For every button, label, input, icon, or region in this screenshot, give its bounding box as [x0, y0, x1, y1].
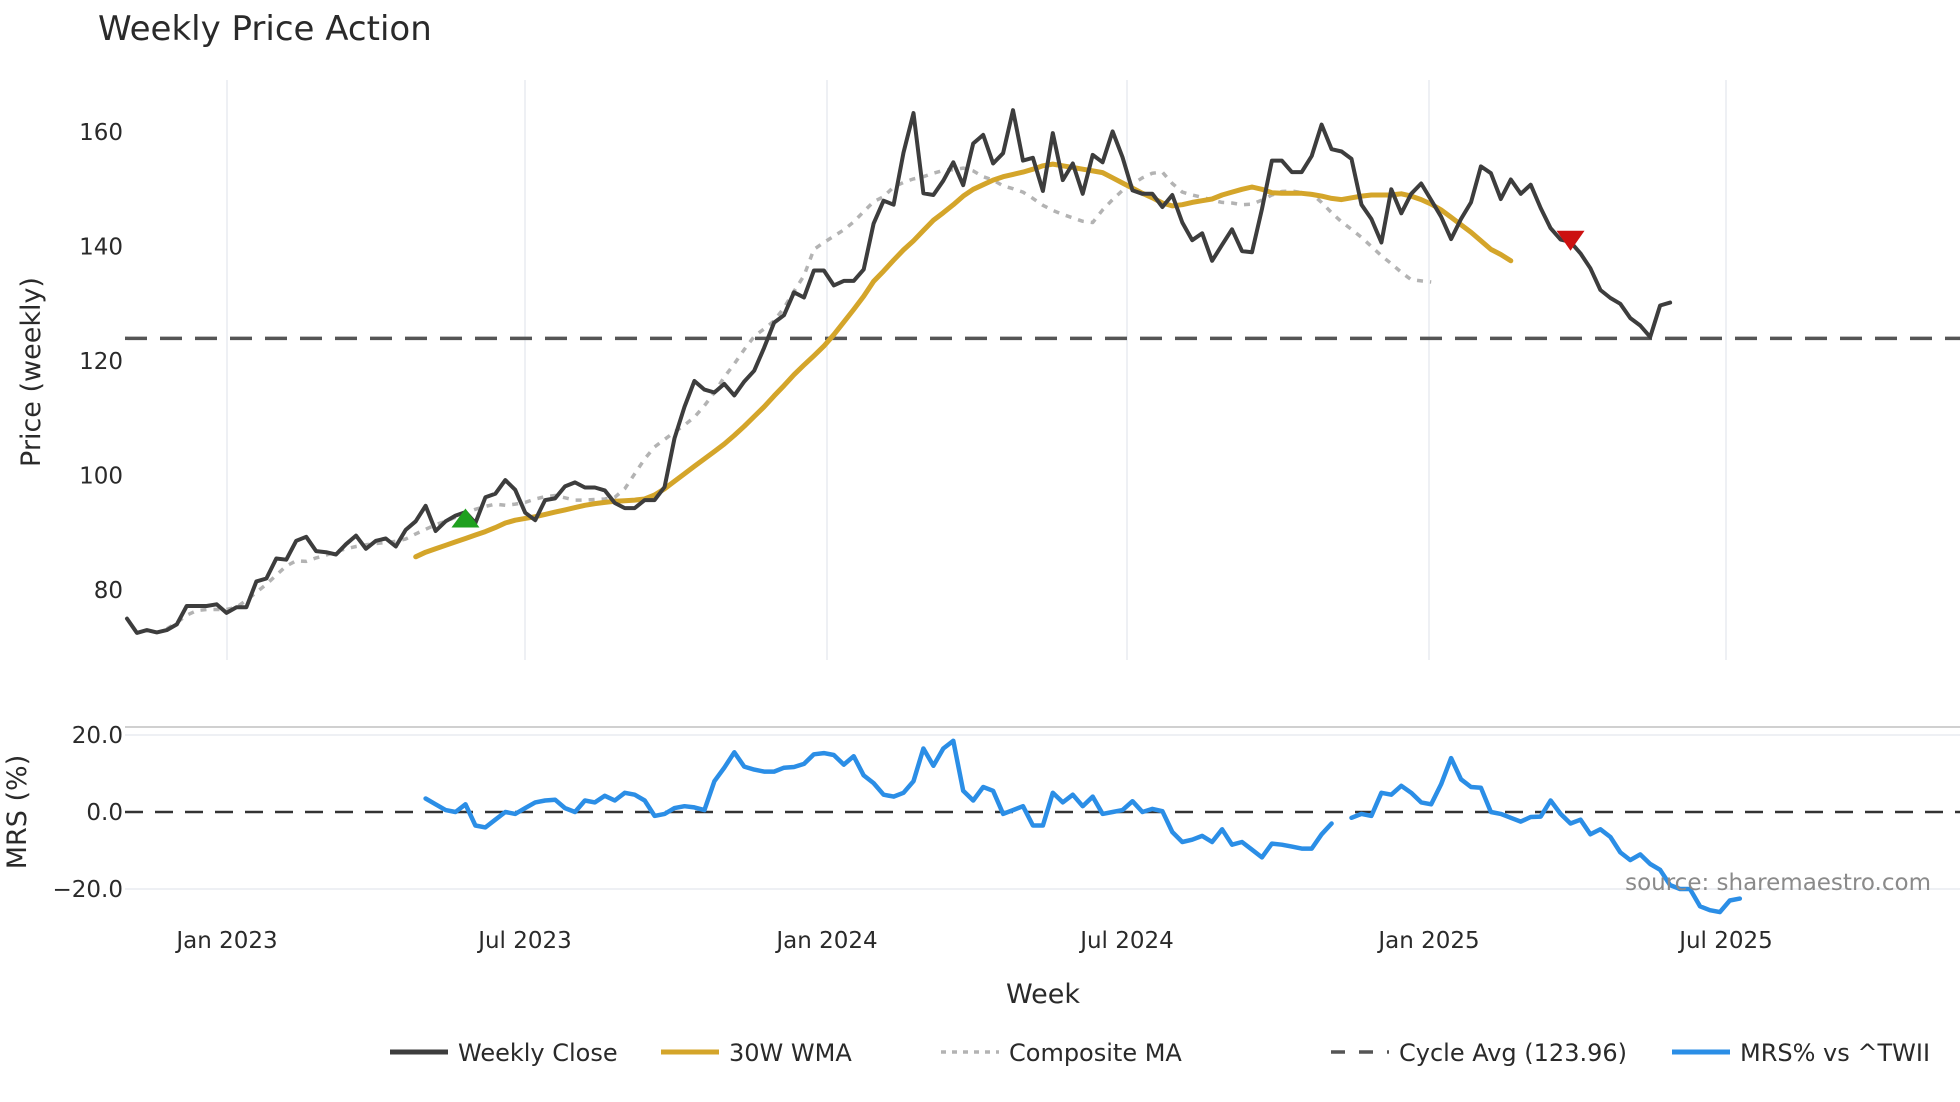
x-tick-label: Jan 2025 [1376, 928, 1479, 954]
legend-label: 30W WMA [729, 1039, 852, 1067]
mrs-series[interactable] [125, 738, 1960, 915]
legend[interactable]: Weekly Close 30W WMA Composite MA Cycle Avg… [390, 1039, 1930, 1067]
mrs-y-tick: 20.0 [72, 723, 123, 749]
legend-item-close[interactable]: Weekly Close [390, 1039, 618, 1067]
legend-item-cycle[interactable]: Cycle Avg (123.96) [1331, 1039, 1627, 1067]
mrs-y-tick: 0.0 [86, 800, 123, 826]
mrs-y-tick: −20.0 [53, 877, 123, 903]
price-y-tick: 160 [79, 120, 123, 146]
price-y-tick: 80 [94, 578, 123, 604]
legend-label: Cycle Avg (123.96) [1399, 1039, 1627, 1067]
legend-label: Weekly Close [458, 1039, 618, 1067]
mrs-y-ticks: −20.0 0.0 20.0 [53, 723, 123, 903]
composite-ma-line[interactable] [165, 166, 1432, 631]
price-y-tick: 140 [79, 235, 123, 261]
x-tick-label: Jan 2024 [774, 928, 877, 954]
legend-item-mrs[interactable]: MRS% vs ^TWII [1672, 1039, 1930, 1067]
mrs-line[interactable] [1349, 755, 1743, 915]
legend-label: MRS% vs ^TWII [1740, 1039, 1930, 1067]
legend-item-composite[interactable]: Composite MA [941, 1039, 1182, 1067]
signal-markers [451, 230, 1585, 528]
x-axis-ticks: Jan 2023 Jul 2023 Jan 2024 Jul 2024 Jan 2025… [174, 928, 1772, 954]
chart-title: Weekly Price Action [98, 9, 432, 49]
x-axis-label: Week [1006, 979, 1080, 1010]
mrs-line[interactable] [423, 738, 1334, 860]
price-series[interactable] [125, 108, 1960, 635]
weekly-close-line[interactable] [125, 108, 1673, 635]
mrs-grid [125, 726, 1960, 890]
x-tick-label: Jul 2024 [1078, 928, 1174, 954]
legend-item-wma[interactable]: 30W WMA [661, 1039, 852, 1067]
legend-label: Composite MA [1009, 1039, 1182, 1067]
mrs-y-axis-label: MRS (%) [2, 755, 33, 870]
x-tick-label: Jan 2023 [174, 928, 277, 954]
x-tick-label: Jul 2023 [476, 928, 572, 954]
sell-signal-triangle-icon [1556, 230, 1585, 251]
price-y-ticks: 80 100 120 140 160 [79, 120, 123, 604]
source-watermark: source: sharemaestro.com [1625, 870, 1931, 896]
buy-signal-triangle-icon [451, 508, 480, 528]
price-grid [226, 80, 1727, 660]
price-y-tick: 100 [79, 464, 123, 490]
price-y-axis-label: Price (weekly) [16, 277, 47, 467]
wma-30w-line[interactable] [413, 161, 1514, 560]
price-y-tick: 120 [79, 349, 123, 375]
x-tick-label: Jul 2025 [1677, 928, 1773, 954]
